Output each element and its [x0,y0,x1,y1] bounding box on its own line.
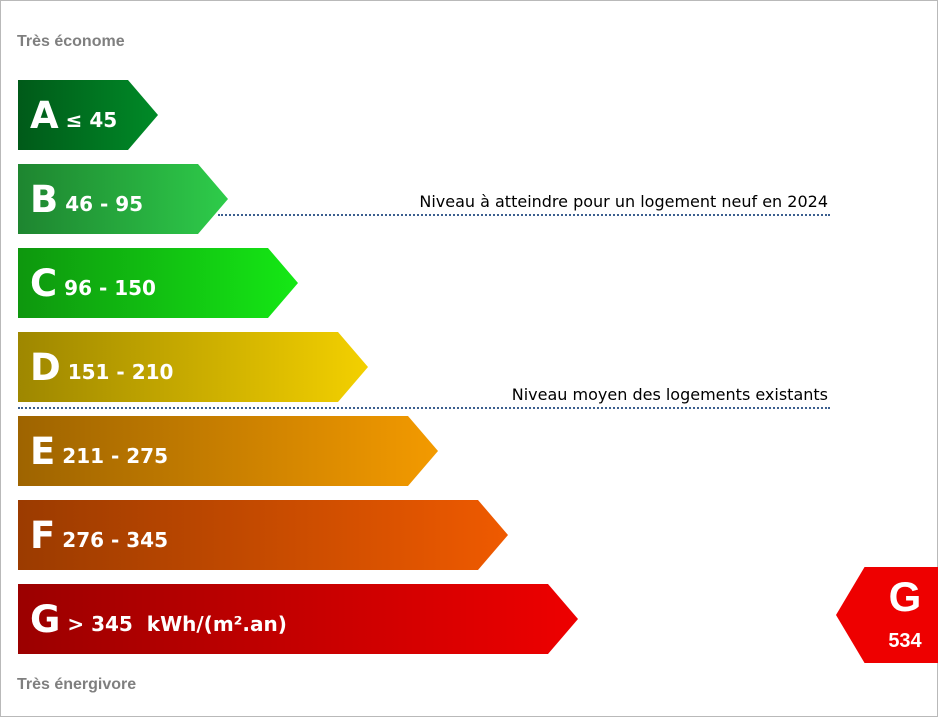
energy-class-range: 276 - 345 [62,528,169,552]
energy-class-letter: B [30,177,59,221]
energy-class-letter: F [30,513,56,557]
energy-class-range: 96 - 150 [64,276,156,300]
energy-class-letter: C [30,261,58,305]
energy-class-letter: A [30,93,59,137]
energy-class-bar-a: A ≤ 45 [18,80,158,150]
reference-label-new-building: Niveau à atteindre pour un logement neuf… [419,192,828,211]
bottom-label: Très énergivore [17,676,137,693]
result-value: 534 [888,630,922,652]
energy-class-letter: G [30,597,61,641]
result-class: G [888,573,922,620]
reference-line-existing-average [18,407,830,409]
energy-class-letter: D [30,345,61,389]
energy-class-bar-g: G > 345 kWh/(m².an) [18,584,578,654]
energy-class-bar-d: D 151 - 210 [18,332,368,402]
reference-line-new-building [218,214,830,216]
energy-class-bar-f: F 276 - 345 [18,500,508,570]
energy-class-range: ≤ 45 [65,108,118,132]
reference-label-existing-average: Niveau moyen des logements existants [511,385,828,404]
energy-class-bar-b: B 46 - 95 [18,164,228,234]
energy-class-range: > 345 kWh/(m².an) [67,612,287,636]
top-label: Très économe [17,33,125,50]
energy-class-bar-e: E 211 - 275 [18,416,438,486]
energy-class-letter: E [30,429,56,473]
energy-class-bar-c: C 96 - 150 [18,248,298,318]
energy-class-range: 151 - 210 [67,360,174,384]
energy-class-range: 211 - 275 [62,444,169,468]
energy-class-range: 46 - 95 [65,192,144,216]
